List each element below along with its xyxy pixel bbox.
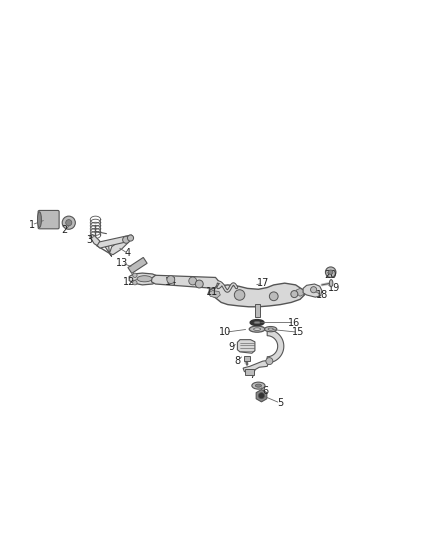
Text: 18: 18: [316, 290, 328, 300]
Circle shape: [189, 277, 197, 285]
Circle shape: [234, 290, 245, 300]
Circle shape: [266, 358, 273, 365]
Text: 19: 19: [328, 284, 340, 293]
Text: 13: 13: [116, 258, 128, 268]
Text: 12: 12: [123, 277, 135, 287]
Circle shape: [291, 290, 298, 297]
Text: 2: 2: [62, 225, 68, 235]
FancyBboxPatch shape: [38, 211, 59, 229]
Text: 4: 4: [125, 248, 131, 259]
Polygon shape: [267, 329, 284, 363]
Circle shape: [66, 220, 72, 226]
Polygon shape: [129, 273, 158, 285]
Circle shape: [167, 276, 175, 284]
Polygon shape: [90, 235, 100, 246]
Ellipse shape: [251, 320, 264, 325]
Circle shape: [123, 236, 130, 243]
Text: 9: 9: [228, 342, 234, 352]
Circle shape: [133, 273, 137, 278]
Polygon shape: [95, 235, 134, 248]
Circle shape: [127, 235, 134, 241]
Ellipse shape: [252, 382, 265, 389]
Text: 3: 3: [87, 235, 93, 245]
Ellipse shape: [265, 327, 277, 332]
Text: 20: 20: [325, 270, 337, 280]
Polygon shape: [208, 290, 220, 298]
Ellipse shape: [255, 384, 261, 387]
Polygon shape: [256, 390, 267, 402]
Ellipse shape: [137, 276, 152, 282]
Ellipse shape: [254, 328, 261, 330]
Text: 17: 17: [257, 278, 269, 288]
Text: 10: 10: [219, 327, 232, 337]
Polygon shape: [296, 288, 304, 296]
Polygon shape: [237, 340, 255, 353]
Text: 5: 5: [277, 398, 283, 408]
Polygon shape: [208, 283, 304, 307]
FancyBboxPatch shape: [244, 356, 250, 361]
Ellipse shape: [268, 328, 273, 330]
Text: 8: 8: [235, 356, 241, 366]
Polygon shape: [303, 284, 322, 297]
Ellipse shape: [249, 326, 265, 332]
Text: 11: 11: [206, 287, 218, 297]
Circle shape: [325, 267, 336, 278]
Polygon shape: [152, 275, 218, 288]
Circle shape: [195, 280, 203, 288]
Bar: [255, 304, 260, 317]
Text: 6: 6: [262, 386, 268, 397]
Polygon shape: [110, 238, 129, 255]
Polygon shape: [243, 361, 268, 373]
Circle shape: [62, 216, 75, 229]
Text: 16: 16: [288, 318, 300, 328]
FancyBboxPatch shape: [245, 368, 254, 375]
Circle shape: [311, 287, 317, 293]
Polygon shape: [128, 257, 147, 273]
Polygon shape: [103, 244, 112, 256]
Ellipse shape: [38, 212, 41, 228]
Text: 1: 1: [28, 220, 35, 230]
Text: 15: 15: [292, 327, 304, 337]
Ellipse shape: [254, 321, 260, 324]
Circle shape: [258, 393, 265, 399]
Circle shape: [269, 292, 278, 301]
Text: 14: 14: [165, 277, 177, 287]
Text: 7: 7: [249, 370, 255, 380]
Circle shape: [133, 280, 137, 285]
Ellipse shape: [329, 280, 333, 287]
Circle shape: [328, 270, 333, 274]
